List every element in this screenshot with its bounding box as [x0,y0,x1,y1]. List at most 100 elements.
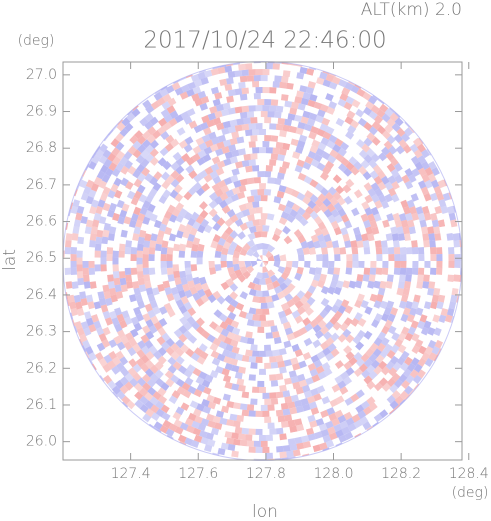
echo-cell [329,398,339,408]
echo-cell [355,123,365,133]
echo-cell [421,352,430,361]
echo-cell [70,254,77,261]
echo-cell [423,320,432,330]
echo-cell [130,196,139,206]
echo-cell [227,425,236,433]
echo-cell [334,360,344,369]
echo-cell [203,146,213,155]
echo-cell [239,439,248,447]
echo-cell [348,81,356,86]
echo-cell [265,452,273,459]
echo-cell [154,250,161,258]
echo-cell [296,266,304,275]
echo-cell [147,293,156,302]
echo-cell [352,128,362,138]
echo-cell [286,332,296,341]
echo-cell [189,373,199,382]
echo-cell [415,206,424,215]
echo-cell [112,257,119,265]
echo-cell [283,340,292,349]
echo-cell [100,164,109,174]
echo-cell [408,174,417,183]
echo-cell [190,264,198,272]
echo-cell [195,137,205,146]
echo-cell [332,369,342,379]
echo-cell [246,75,254,82]
echo-cell [79,179,88,189]
echo-cell [164,142,174,152]
echo-cell [112,212,120,222]
echo-cell [236,378,245,386]
echo-cell [385,281,393,289]
echo-cell [429,240,436,248]
echo-cell [418,180,427,189]
echo-cell [136,271,144,279]
echo-cell [120,367,130,377]
echo-cell [282,390,291,398]
echo-cell [394,174,404,184]
echo-cell [340,406,350,416]
echo-cell [377,181,387,191]
echo-cell [360,213,369,222]
echo-cell [212,175,222,185]
echo-cell [320,409,329,418]
echo-cell [207,439,216,447]
echo-cell [142,254,149,261]
echo-cell [363,219,372,229]
echo-cell [298,134,308,143]
echo-cell [330,304,340,314]
echo-cell [255,392,263,399]
echo-cell [198,371,208,380]
echo-cell [333,247,341,255]
echo-cell [363,406,373,416]
echo-cell [255,123,263,130]
echo-cell [216,160,226,169]
echo-cell [178,325,188,335]
echo-cell [138,229,147,238]
echo-cell [119,209,128,219]
echo-cell [253,93,261,100]
echo-cell [217,379,227,388]
echo-cell [257,117,265,124]
echo-cell [137,300,146,310]
echo-cell [191,200,201,210]
echo-cell [304,156,314,165]
echo-cell [356,293,365,302]
echo-cell [332,76,341,85]
echo-cell [339,190,349,200]
echo-cell [444,219,452,228]
echo-cell [192,427,202,436]
echo-cell [448,192,453,200]
echo-cell [311,374,321,383]
echo-cell [325,93,334,102]
echo-cell [362,274,370,282]
echo-cell [257,171,265,178]
echo-cell [185,74,193,79]
echo-cell [231,168,240,176]
echo-cell [255,446,263,453]
echo-cell [132,149,142,159]
echo-cell [394,261,401,268]
echo-cell [302,267,310,275]
echo-cell [437,166,442,174]
echo-cell [373,337,383,347]
echo-cell [132,343,142,353]
echo-cell [294,399,303,408]
echo-cell [248,207,257,215]
echo-cell [220,185,230,194]
echo-cell [230,193,240,202]
echo-cell [340,141,350,151]
echo-cell [132,363,142,373]
echo-cell [335,343,345,353]
echo-cell [82,267,89,275]
echo-cell [249,244,258,253]
echo-cell [400,350,410,360]
echo-cell [340,157,350,167]
echo-cell [218,153,227,162]
echo-cell [351,247,359,255]
echo-cell [89,233,97,241]
echo-cell [436,261,443,268]
echo-cell [170,286,179,296]
echo-cell [267,320,275,327]
echo-cell [325,74,335,82]
